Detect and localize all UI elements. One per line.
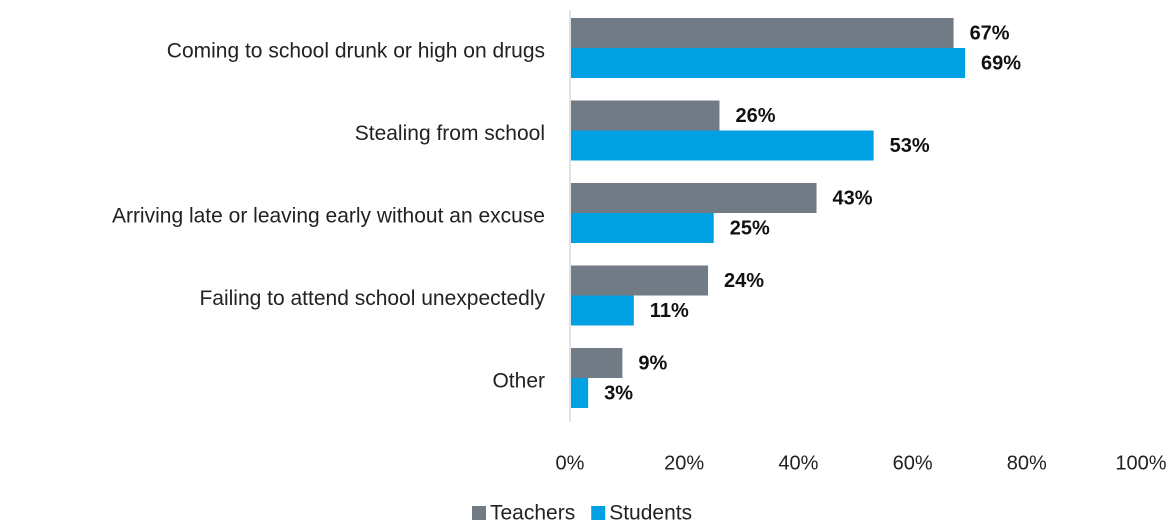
students-bar: [571, 48, 965, 78]
students-legend-swatch: [591, 506, 606, 520]
teachers-data-label: 43%: [833, 187, 873, 209]
x-tick-label: 100%: [1115, 452, 1166, 474]
teachers-legend-label: Teachers: [490, 502, 575, 524]
legend: Teachers Students: [472, 502, 692, 524]
students-data-label: 3%: [604, 382, 633, 404]
students-bar: [571, 295, 634, 326]
students-data-label: 53%: [890, 135, 930, 157]
teachers-data-label: 26%: [735, 105, 775, 127]
students-data-label: 69%: [981, 52, 1021, 74]
category-label: Coming to school drunk or high on drugs: [167, 40, 545, 63]
teachers-data-label: 24%: [724, 270, 764, 292]
teachers-legend-swatch: [472, 506, 486, 520]
bars-group: 67% 69% 26% 53% 43% 25% 24% 11% 9%3%: [571, 18, 1021, 408]
category-label: Other: [492, 370, 545, 393]
x-tick-label: 20%: [664, 452, 704, 474]
students-data-label: 11%: [650, 300, 689, 322]
teachers-bar: [571, 100, 720, 131]
category-label: Arriving late or leaving early without a…: [112, 205, 545, 228]
teachers-bar: [571, 18, 954, 48]
category-labels: Coming to school drunk or high on drugs S…: [112, 40, 546, 393]
students-bar: [571, 130, 874, 161]
teachers-bar: [571, 265, 709, 296]
teachers-bar: [571, 183, 817, 213]
x-tick-label: 0%: [556, 452, 585, 474]
teachers-bar: [571, 348, 623, 378]
students-bar: [571, 378, 589, 408]
teachers-data-label: 67%: [970, 22, 1010, 44]
category-label: Failing to attend school unexpectedly: [199, 287, 545, 310]
teachers-data-label: 9%: [638, 352, 667, 374]
x-tick-label: 80%: [1007, 452, 1047, 474]
students-legend-label: Students: [609, 502, 692, 524]
x-tick-label: 60%: [893, 452, 933, 474]
students-bar: [571, 213, 714, 243]
x-axis-tick-labels: 0% 20% 40% 60% 80% 100%: [556, 452, 1167, 474]
students-data-label: 25%: [730, 217, 770, 239]
category-label: Stealing from school: [355, 122, 545, 145]
x-tick-label: 40%: [778, 452, 818, 474]
